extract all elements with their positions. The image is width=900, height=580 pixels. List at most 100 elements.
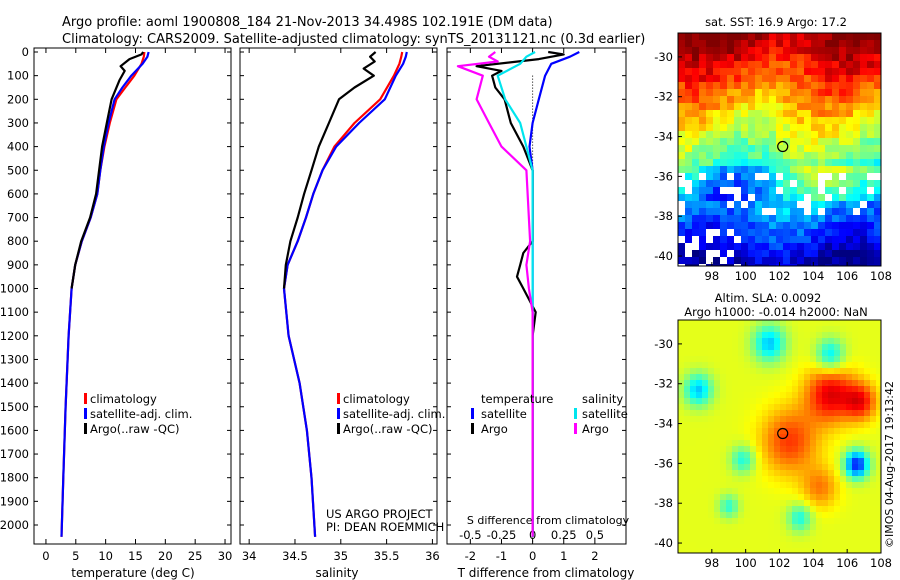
sst-cell [720, 236, 727, 243]
sla-cell [834, 404, 840, 410]
sst-cell [811, 201, 818, 208]
sst-cell [867, 89, 874, 96]
sst-cell [846, 54, 853, 61]
sst-cell [720, 180, 727, 187]
sla-cell [864, 362, 870, 368]
sst-cell [762, 131, 769, 138]
sst-cell [699, 96, 706, 103]
sst-cell [839, 82, 846, 89]
sla-cell [744, 332, 750, 338]
sst-cell [741, 47, 748, 54]
sst-cell [713, 145, 720, 152]
sla-cell [744, 548, 750, 553]
sst-cell [832, 166, 839, 173]
sst-cell [825, 243, 832, 250]
sla-cell [684, 434, 690, 440]
sst-cell [846, 82, 853, 89]
sla-cell [720, 440, 726, 446]
sla-cell [738, 434, 744, 440]
sla-cell [816, 368, 822, 374]
sla-cell [708, 368, 714, 374]
sst-cell [678, 75, 685, 82]
sst-cell [678, 264, 685, 266]
sst-cell [839, 61, 846, 68]
sla-cell [714, 512, 720, 518]
sst-cell [853, 40, 860, 47]
sla-cell [804, 482, 810, 488]
sst-cell [797, 229, 804, 236]
sla-cell [852, 356, 858, 362]
sla-cell [756, 536, 762, 542]
sst-cell [825, 236, 832, 243]
sla-cell [780, 488, 786, 494]
sla-cell [780, 464, 786, 470]
sla-cell [780, 458, 786, 464]
project-annotation-line1: US ARGO PROJECT [326, 507, 434, 521]
sla-cell [804, 530, 810, 536]
map-y-tick-label: -36 [654, 456, 673, 470]
sst-cell [825, 250, 832, 257]
sst-cell [790, 159, 797, 166]
sla-cell [822, 446, 828, 452]
sla-cell [750, 542, 756, 548]
sla-cell [744, 530, 750, 536]
sst-cell [720, 68, 727, 75]
sst-cell [853, 229, 860, 236]
sst-cell [860, 138, 867, 145]
sst-cell [748, 208, 755, 215]
sla-cell [870, 392, 876, 398]
sst-cell [867, 96, 874, 103]
sla-cell [834, 524, 840, 530]
sst-cell [769, 243, 776, 250]
sst-cell [734, 152, 741, 159]
sst-cell [727, 138, 734, 145]
sla-cell [678, 398, 684, 404]
sst-cell [692, 40, 699, 47]
sla-cell [714, 500, 720, 506]
sla-cell [714, 518, 720, 524]
sst-cell [692, 61, 699, 68]
sst-cell [706, 47, 713, 54]
sla-cell [858, 356, 864, 362]
sst-cell [790, 103, 797, 110]
sst-cell [860, 152, 867, 159]
sla-cell [762, 470, 768, 476]
sla-cell [852, 446, 858, 452]
sla-cell [822, 452, 828, 458]
figure-title-line1: Argo profile: aoml 1900808_184 21-Nov-20… [62, 15, 553, 30]
sla-cell [792, 350, 798, 356]
sst-cell [769, 103, 776, 110]
sla-cell [846, 380, 852, 386]
sst-cell [832, 215, 839, 222]
sst-cell [825, 215, 832, 222]
sst-cell [874, 257, 881, 264]
sst-cell [867, 166, 874, 173]
sla-cell [726, 440, 732, 446]
sla-cell [822, 500, 828, 506]
sla-cell [702, 398, 708, 404]
sst-cell [685, 61, 692, 68]
sla-cell [726, 392, 732, 398]
sla-cell [744, 482, 750, 488]
sla-cell [708, 536, 714, 542]
sst-cell [839, 222, 846, 229]
sst-cell [699, 257, 706, 264]
sla-cell [750, 476, 756, 482]
sst-cell [818, 33, 825, 40]
map-y-tick-label: -32 [654, 90, 673, 104]
sst-cell [727, 215, 734, 222]
sst-cell [853, 173, 860, 180]
sst-cell [867, 222, 874, 229]
sst-cell [874, 208, 881, 215]
sst-cell [825, 96, 832, 103]
sla-cell [690, 506, 696, 512]
sla-cell [768, 356, 774, 362]
sst-cell [706, 222, 713, 229]
sla-cell [762, 464, 768, 470]
sla-cell [762, 350, 768, 356]
sla-cell [756, 428, 762, 434]
sla-cell [804, 362, 810, 368]
sla-cell [774, 344, 780, 350]
sla-cell [702, 362, 708, 368]
sla-cell [762, 356, 768, 362]
